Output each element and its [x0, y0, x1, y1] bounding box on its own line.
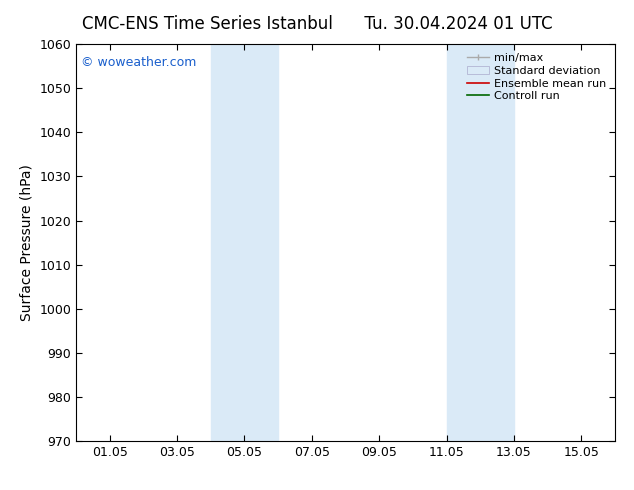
Legend: min/max, Standard deviation, Ensemble mean run, Controll run: min/max, Standard deviation, Ensemble me… [464, 49, 609, 105]
Y-axis label: Surface Pressure (hPa): Surface Pressure (hPa) [20, 164, 34, 321]
Text: CMC-ENS Time Series Istanbul      Tu. 30.04.2024 01 UTC: CMC-ENS Time Series Istanbul Tu. 30.04.2… [82, 15, 552, 33]
Bar [446, 44, 514, 441]
Bar [210, 44, 278, 441]
Text: © woweather.com: © woweather.com [81, 56, 197, 69]
